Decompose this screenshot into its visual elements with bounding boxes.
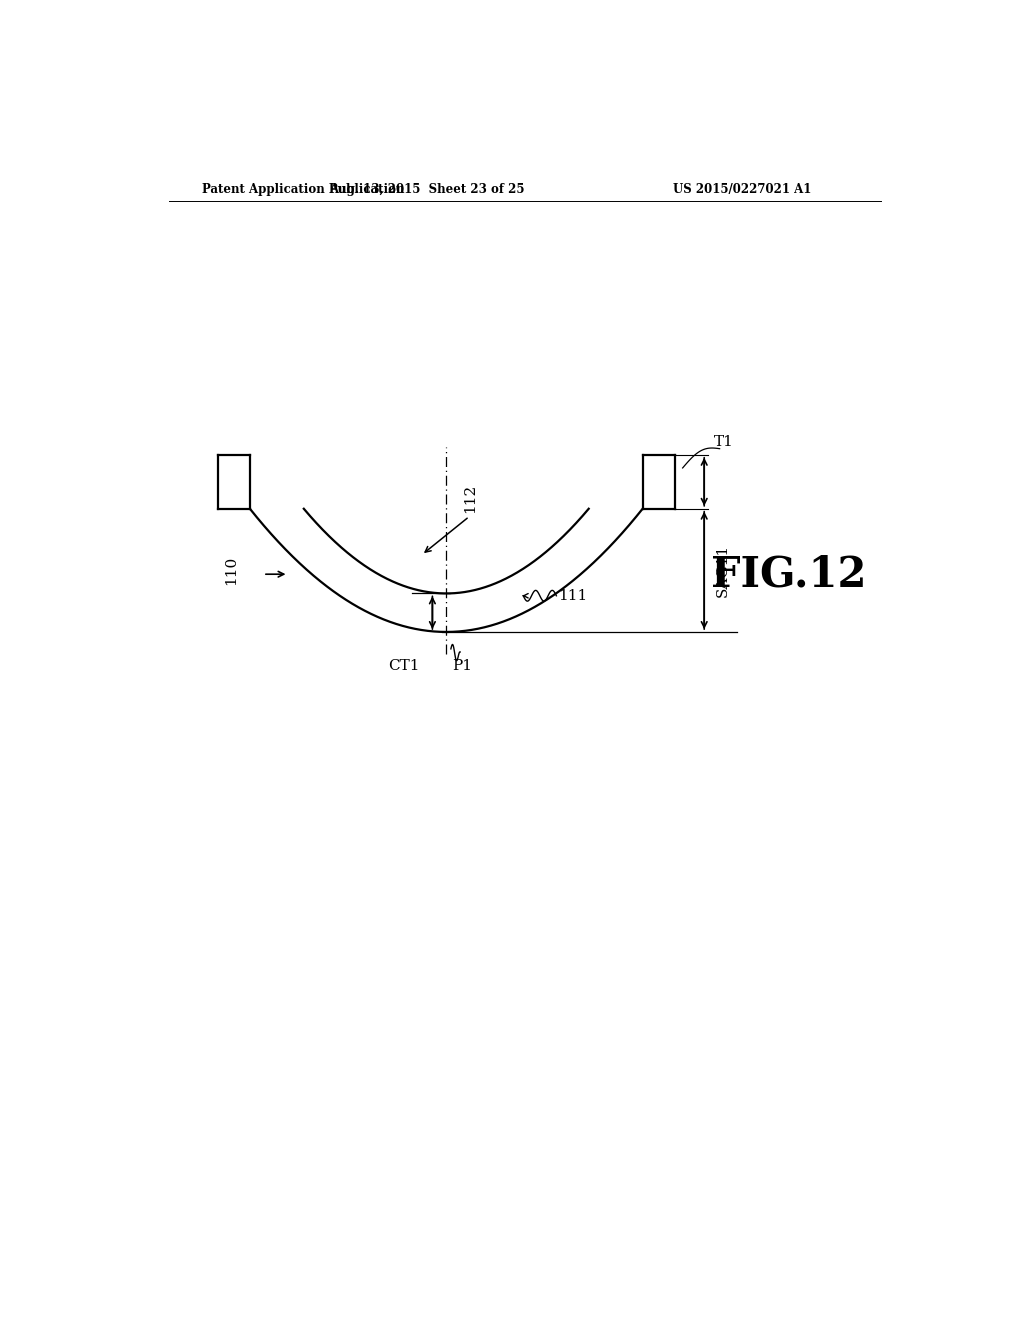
Text: CT1: CT1 [388, 659, 420, 673]
Text: 111: 111 [558, 589, 587, 603]
Text: 112: 112 [463, 483, 477, 512]
Text: T1: T1 [714, 434, 733, 449]
Text: P1: P1 [453, 659, 472, 673]
Text: Aug. 13, 2015  Sheet 23 of 25: Aug. 13, 2015 Sheet 23 of 25 [330, 182, 524, 195]
Text: 110: 110 [224, 556, 239, 585]
Text: FIG.12: FIG.12 [711, 553, 866, 595]
Text: Patent Application Publication: Patent Application Publication [202, 182, 404, 195]
Text: US 2015/0227021 A1: US 2015/0227021 A1 [674, 182, 812, 195]
Text: SAG11: SAG11 [716, 544, 730, 597]
